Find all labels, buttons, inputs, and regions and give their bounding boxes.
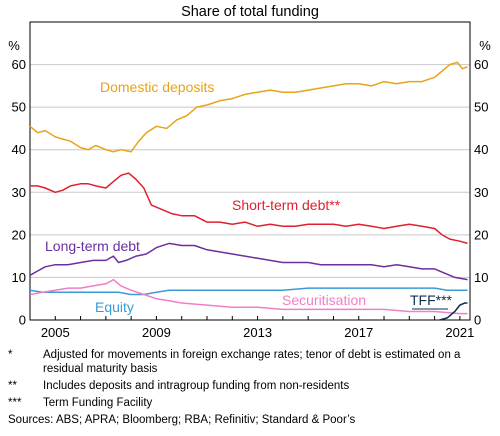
series-label-tff: TFF***: [410, 292, 453, 308]
series-label-securitisation: Securitisation: [282, 292, 366, 308]
series-line-long-term-debt: [29, 242, 468, 281]
y-tick-label: 60: [12, 57, 26, 72]
x-axis: 2005 2009 2013 2017 2021: [29, 316, 474, 340]
series-line-domestic-deposits: [29, 61, 468, 153]
y-axis-label-left: %: [8, 38, 20, 53]
footnote-text: Term Funding Facility: [43, 397, 153, 409]
x-tick-label: 2017: [344, 325, 373, 340]
funding-chart: Share of total funding % % 2005 2009 2013 2…: [8, 4, 491, 340]
series-line-securitisation: [29, 278, 468, 315]
series-label-domestic-deposits: Domestic deposits: [100, 79, 214, 95]
footnote-3: *** Term Funding Facility: [8, 396, 496, 410]
plot-frame: [29, 21, 471, 321]
footnote-marker: *: [8, 349, 13, 361]
footnote-text: Includes deposits and intragroup funding…: [43, 380, 350, 392]
chart-title: Share of total funding: [181, 4, 319, 20]
footnotes: * Adjusted for movements in foreign exch…: [8, 348, 496, 427]
y-tick-label: 50: [12, 100, 26, 115]
footnote-2: ** Includes deposits and intragroup fund…: [8, 379, 496, 393]
x-tick-label: 2009: [142, 325, 171, 340]
y-tick-label: 60: [474, 57, 488, 72]
y-tick-label: 20: [474, 227, 488, 242]
y-tick-label: 40: [12, 142, 26, 157]
footnote-text: Adjusted for movements in foreign exchan…: [43, 349, 461, 375]
series-label-long-term-debt: Long-term debt: [45, 238, 140, 254]
series-line-tff: [439, 302, 468, 321]
y-axis-right: 0 10 20 30 40 50 60: [474, 57, 488, 327]
series-label-short-term-debt: Short-term debt**: [232, 197, 341, 213]
y-tick-label: 30: [474, 185, 488, 200]
y-tick-label: 20: [12, 227, 26, 242]
footnote-marker: **: [8, 380, 17, 392]
y-tick-label: 0: [474, 313, 481, 328]
x-tick-label: 2005: [41, 325, 70, 340]
y-tick-label: 50: [474, 100, 488, 115]
series-labels: Domestic deposits Short-term debt** Long-t…: [45, 79, 453, 315]
y-tick-label: 10: [12, 270, 26, 285]
y-tick-label: 10: [474, 270, 488, 285]
footnote-marker: ***: [8, 397, 22, 409]
series-label-equity: Equity: [95, 299, 134, 315]
sources-line: Sources: ABS; APRA; Bloomberg; RBA; Refi…: [8, 414, 356, 426]
x-tick-label: 2013: [243, 325, 272, 340]
footnote-1: * Adjusted for movements in foreign exch…: [8, 348, 496, 376]
gridlines: [30, 64, 470, 278]
y-tick-label: 40: [474, 142, 488, 157]
y-tick-label: 30: [12, 185, 26, 200]
series-lines: [29, 61, 468, 321]
x-tick-label: 2021: [445, 325, 474, 340]
y-axis-label-right: %: [479, 38, 491, 53]
y-tick-label: 0: [19, 313, 26, 328]
y-axis-left: 0 10 20 30 40 50 60: [12, 57, 26, 327]
series-line-equity: [29, 287, 468, 296]
series-line-short-term-debt: [30, 172, 468, 245]
